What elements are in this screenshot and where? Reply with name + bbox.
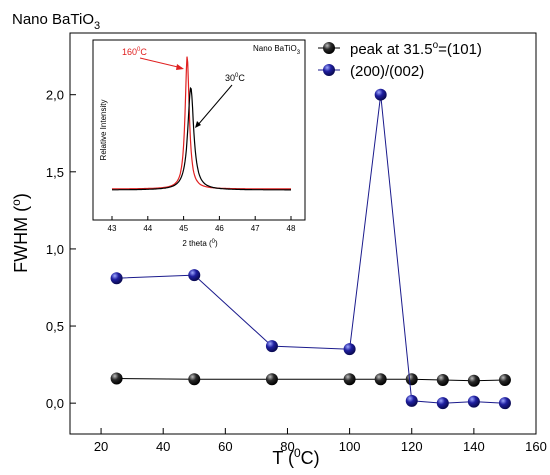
data-point-series-1	[498, 397, 511, 410]
y-tick-label: 1,5	[46, 165, 64, 180]
inset-x-tick-label: 47	[251, 224, 260, 233]
inset-series-1	[112, 86, 291, 191]
legend-marker-200-002	[323, 64, 335, 76]
inset-x-tick-label: 44	[143, 224, 152, 233]
legend-label-200-002: (200)/(002)	[350, 63, 424, 80]
inset-frame	[92, 39, 306, 221]
data-point-series-1	[188, 269, 201, 282]
data-point-series-0	[498, 374, 511, 387]
inset-annotation-160c: 1600C	[122, 47, 147, 57]
data-point-series-0	[343, 373, 356, 386]
data-point-series-1	[374, 88, 387, 101]
x-tick-label: 60	[218, 439, 232, 454]
x-tick-label: 120	[401, 439, 423, 454]
legend: peak at 31.5o=(101) (200)/(002)	[318, 40, 482, 80]
y-tick-label: 2,0	[46, 88, 64, 103]
main-axis-ticks: 20 40 60 80 100 120 140 160 0,0 0,5 1,0 1,5 2,0	[46, 88, 547, 454]
inset-x-tick-label: 43	[108, 224, 117, 233]
data-point-series-0	[467, 374, 480, 387]
inset-layer: 43 44 45 46 47 48	[108, 56, 296, 233]
data-point-series-1	[467, 395, 480, 408]
inset-arrow-160c	[139, 57, 183, 69]
data-point-series-0	[405, 373, 418, 386]
inset-y-axis-label: Relative Intensity	[99, 100, 108, 161]
y-tick-label: 1,0	[46, 242, 64, 257]
data-point-series-0	[265, 373, 278, 386]
x-axis-label: T (0C)	[272, 446, 319, 468]
legend-entry-200-002: (200)/(002)	[318, 63, 424, 80]
y-tick-label: 0,5	[46, 319, 64, 334]
legend-entry-peak-101: peak at 31.5o=(101)	[318, 40, 482, 58]
data-point-series-0	[110, 372, 123, 385]
y-tick-label: 0,0	[46, 396, 64, 411]
x-tick-label: 140	[463, 439, 485, 454]
data-point-series-1	[405, 394, 418, 407]
data-point-series-0	[436, 374, 449, 387]
inset-arrow-30c	[196, 84, 233, 127]
data-point-series-0	[188, 373, 201, 386]
legend-label-peak-101: peak at 31.5o=(101)	[350, 40, 482, 58]
data-point-series-1	[436, 397, 449, 410]
inset-chart: 43 44 45 46 47 48 Nano BaTiO3 Relative Intens…	[92, 39, 306, 248]
inset-x-tick-label: 46	[215, 224, 224, 233]
plot-frame	[69, 32, 537, 435]
data-point-series-1	[343, 343, 356, 356]
y-axis-label: FWHM (o)	[9, 193, 31, 273]
data-point-series-1	[110, 272, 123, 285]
inset-annotation-30c: 300C	[225, 73, 245, 83]
inset-x-axis-label: 2 theta (0)	[182, 239, 218, 248]
chart-title: Nano BaTiO3	[12, 11, 100, 32]
inset-x-tick-label: 45	[179, 224, 188, 233]
inset-x-tick-label: 48	[287, 224, 296, 233]
x-tick-label: 100	[339, 439, 361, 454]
legend-marker-peak-101	[323, 42, 335, 54]
main-series-layer	[110, 88, 511, 410]
x-tick-label: 160	[525, 439, 547, 454]
x-tick-label: 40	[156, 439, 170, 454]
x-tick-label: 20	[94, 439, 108, 454]
data-point-series-1	[265, 340, 278, 353]
x-tick-label: 80	[280, 439, 294, 454]
inset-arrowhead-30c	[195, 121, 201, 128]
data-point-series-0	[374, 373, 387, 386]
inset-title: Nano BaTiO3	[253, 44, 301, 56]
inset-arrowhead-160c	[176, 64, 184, 70]
inset-series-0	[111, 56, 291, 190]
